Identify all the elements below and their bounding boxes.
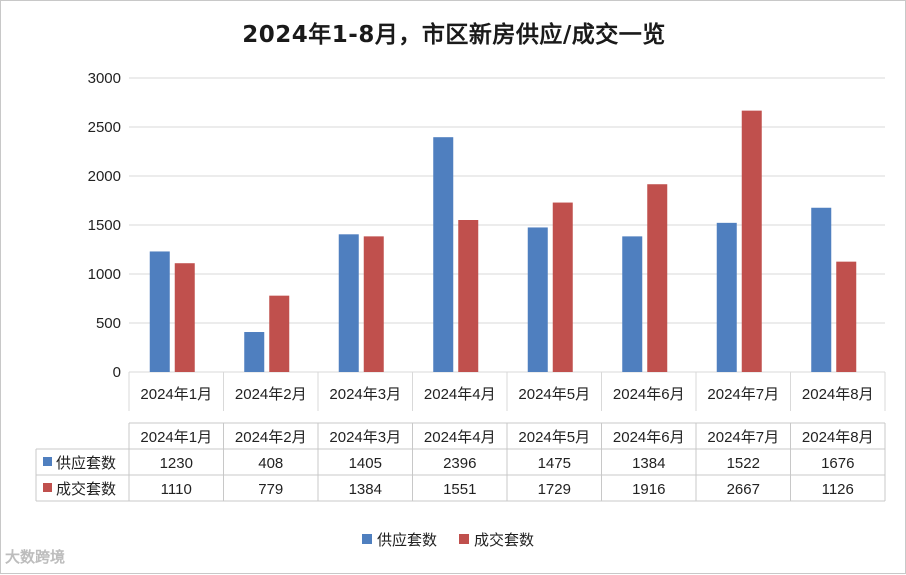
bar-deal	[647, 184, 668, 372]
y-tick-label: 2000	[88, 168, 121, 185]
bar-supply	[433, 137, 454, 372]
table-value-cell: 1676	[821, 455, 854, 472]
table-value-cell: 1384	[349, 481, 382, 498]
table-value-cell: 779	[258, 481, 283, 498]
table-value-cell: 1551	[443, 481, 476, 498]
table-value-cell: 1475	[538, 455, 571, 472]
bar-deal	[458, 220, 479, 372]
y-tick-label: 1000	[88, 266, 121, 283]
bar-supply	[244, 332, 265, 372]
y-tick-label: 0	[113, 364, 121, 381]
y-tick-label: 3000	[88, 70, 121, 87]
bar-supply	[716, 222, 737, 372]
y-tick-label: 500	[96, 315, 121, 332]
x-tick-label: 2024年7月	[707, 386, 779, 403]
table-value-cell: 2396	[443, 455, 476, 472]
x-tick-label: 2024年4月	[424, 386, 496, 403]
bar-deal	[363, 236, 384, 372]
x-tick-label: 2024年5月	[518, 386, 590, 403]
bar-deal	[836, 261, 857, 372]
bar-deal	[269, 295, 290, 372]
bar-supply	[338, 234, 359, 372]
legend-label: 成交套数	[474, 531, 534, 549]
table-header-cell: 2024年4月	[424, 429, 496, 446]
table-value-cell: 408	[258, 455, 283, 472]
x-tick-label: 2024年6月	[613, 386, 685, 403]
table-header-cell: 2024年3月	[329, 429, 401, 446]
bar-supply	[811, 207, 832, 372]
table-value-cell: 1729	[538, 481, 571, 498]
y-tick-label: 2500	[88, 119, 121, 136]
table-row-label: 成交套数	[56, 480, 116, 498]
table-header-cell: 2024年2月	[235, 429, 307, 446]
bar-supply	[622, 236, 643, 372]
table-legend-swatch	[43, 457, 52, 466]
table-value-cell: 1522	[727, 455, 760, 472]
table-value-cell: 1405	[349, 455, 382, 472]
bar-deal	[741, 110, 762, 372]
legend-label: 供应套数	[377, 531, 437, 549]
chart-title: 2024年1-8月，市区新房供应/成交一览	[242, 22, 666, 48]
table-header-cell: 2024年8月	[802, 429, 874, 446]
bar-deal	[174, 263, 195, 372]
table-value-cell: 1384	[632, 455, 665, 472]
table-row-label: 供应套数	[56, 454, 116, 472]
table-value-cell: 1110	[161, 481, 192, 498]
bar-supply	[149, 251, 170, 372]
table-legend-swatch	[43, 483, 52, 492]
table-value-cell: 1126	[822, 481, 854, 498]
table-value-cell: 2667	[727, 481, 760, 498]
table-value-cell: 1230	[160, 455, 193, 472]
legend-swatch	[459, 534, 469, 544]
table-header-cell: 2024年1月	[140, 429, 212, 446]
bar-deal	[552, 202, 573, 372]
watermark-text: 大数跨境	[5, 548, 66, 566]
y-tick-label: 1500	[88, 217, 121, 234]
table-header-cell: 2024年6月	[613, 429, 685, 446]
bar-supply	[527, 227, 548, 372]
x-tick-label: 2024年2月	[235, 386, 307, 403]
table-header-cell: 2024年5月	[518, 429, 590, 446]
table-value-cell: 1916	[632, 481, 665, 498]
table-header-cell: 2024年7月	[707, 429, 779, 446]
x-tick-label: 2024年1月	[140, 386, 212, 403]
x-tick-label: 2024年8月	[802, 386, 874, 403]
x-tick-label: 2024年3月	[329, 386, 401, 403]
legend-swatch	[362, 534, 372, 544]
